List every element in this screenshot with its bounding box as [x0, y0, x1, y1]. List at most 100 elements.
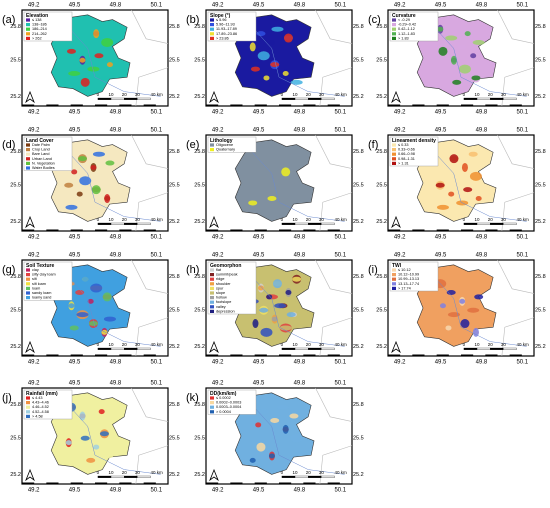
legend-box	[389, 261, 439, 292]
legend-swatch	[392, 143, 396, 147]
frame-tick	[70, 482, 83, 484]
y-tick-label: 25.8	[10, 274, 21, 280]
class-area	[460, 319, 470, 329]
frame-tick	[327, 104, 340, 106]
legend-label: ≤ 138	[32, 18, 41, 22]
legend-box	[389, 11, 439, 42]
y-tick-label: 25.5	[353, 435, 364, 441]
legend-label: loamy sand	[32, 296, 51, 300]
legend-label: silty clay loam	[32, 273, 56, 277]
north-arrow	[209, 215, 219, 229]
class-area	[468, 151, 478, 157]
y-tick-label: 25.8	[535, 149, 546, 155]
frame-tick	[388, 104, 401, 106]
y-tick-label: 25.8	[376, 274, 387, 280]
scale-label: 30	[135, 92, 141, 97]
region-outline	[135, 67, 169, 107]
frame-tick	[46, 482, 59, 484]
scale-label: 0	[463, 342, 466, 347]
frame-tick	[95, 482, 108, 484]
y-tick-label: 25.8	[10, 149, 21, 155]
legend-label: Oligocene	[216, 143, 233, 147]
frame-tick	[46, 104, 59, 106]
x-tick-label: 50.1	[334, 235, 346, 241]
legend-label: 17.89–23.86	[216, 32, 237, 36]
y-tick-label: 25.5	[353, 307, 364, 313]
legend-swatch	[26, 273, 30, 277]
legend-label: shoulder	[216, 282, 231, 286]
scale-bar	[137, 347, 151, 350]
scale-label: 20	[122, 470, 128, 475]
class-area	[79, 176, 92, 186]
frame-tick	[95, 229, 108, 231]
legend-label: ridge	[216, 277, 224, 281]
class-area	[286, 312, 296, 318]
class-area	[268, 39, 275, 45]
frame-tick	[95, 104, 108, 106]
scale-label: 40 km	[516, 92, 529, 97]
legend-swatch	[392, 32, 396, 36]
class-area	[103, 316, 116, 322]
y-tick-label: 25.2	[10, 219, 21, 225]
scale-bar	[294, 475, 309, 478]
legend-label: 1.12–1.83	[398, 32, 415, 36]
legend-label: > 17.74	[398, 286, 411, 290]
legend-swatch	[392, 273, 396, 277]
frame-tick	[436, 354, 449, 356]
legend-title: DD(km/km)	[210, 391, 237, 397]
x-tick-label: 49.8	[110, 488, 122, 494]
stream	[249, 149, 345, 222]
frame-tick	[279, 104, 292, 106]
north-arrow	[391, 215, 401, 229]
class-area	[257, 409, 270, 415]
legend-title: TWI	[392, 263, 402, 269]
legend-label: ≤ 0.0002	[216, 396, 231, 400]
class-area	[98, 409, 105, 415]
legend-title: Slope (°)	[210, 13, 231, 19]
map-panel: DD(km/km)≤ 0.00020.0002–0.00030.0003–0.0…	[186, 381, 364, 494]
scale-label: 20	[488, 342, 494, 347]
class-area	[470, 53, 477, 59]
x-tick-label: 49.5	[253, 128, 265, 134]
x-tick-label: 49.8	[476, 360, 488, 366]
frame-tick	[509, 229, 522, 231]
class-area	[90, 283, 103, 293]
legend-label: 4.52–4.58	[32, 410, 49, 414]
legend-swatch	[26, 161, 30, 165]
panel-label: (g)	[2, 264, 15, 276]
frame-tick	[230, 354, 243, 356]
y-tick-label: 25.2	[353, 94, 364, 100]
x-tick-label: 50.1	[150, 3, 162, 9]
x-tick-label: 50.1	[516, 128, 528, 134]
y-tick-label: 25.2	[194, 219, 205, 225]
y-tick-label: 25.2	[169, 94, 180, 100]
class-area	[255, 422, 262, 428]
class-area	[292, 276, 302, 282]
legend-swatch	[210, 309, 214, 313]
class-area	[257, 51, 270, 61]
scale-label: 10	[475, 217, 481, 222]
y-tick-label: 25.5	[353, 182, 364, 188]
legend-swatch	[210, 32, 214, 36]
legend-swatch	[210, 286, 214, 290]
region-outline	[497, 259, 535, 294]
class-area	[79, 57, 86, 63]
scale-label: 10	[109, 217, 115, 222]
region-outline	[315, 9, 353, 44]
class-area	[279, 204, 286, 210]
class-area	[71, 169, 78, 175]
x-tick-label: 50.1	[334, 3, 346, 9]
legend-label: ≤ 4.43	[32, 396, 43, 400]
y-tick-label: 25.5	[169, 57, 180, 63]
class-area	[457, 44, 467, 50]
class-area	[270, 417, 280, 423]
frame-tick	[327, 229, 340, 231]
panel-label: (i)	[368, 264, 378, 276]
x-tick-label: 49.5	[69, 360, 81, 366]
legend-label: > 23.86	[216, 36, 229, 40]
region-outline	[497, 134, 535, 169]
x-tick-label: 49.8	[294, 381, 306, 387]
x-tick-label: 50.1	[516, 110, 528, 116]
legend-swatch	[210, 23, 214, 27]
